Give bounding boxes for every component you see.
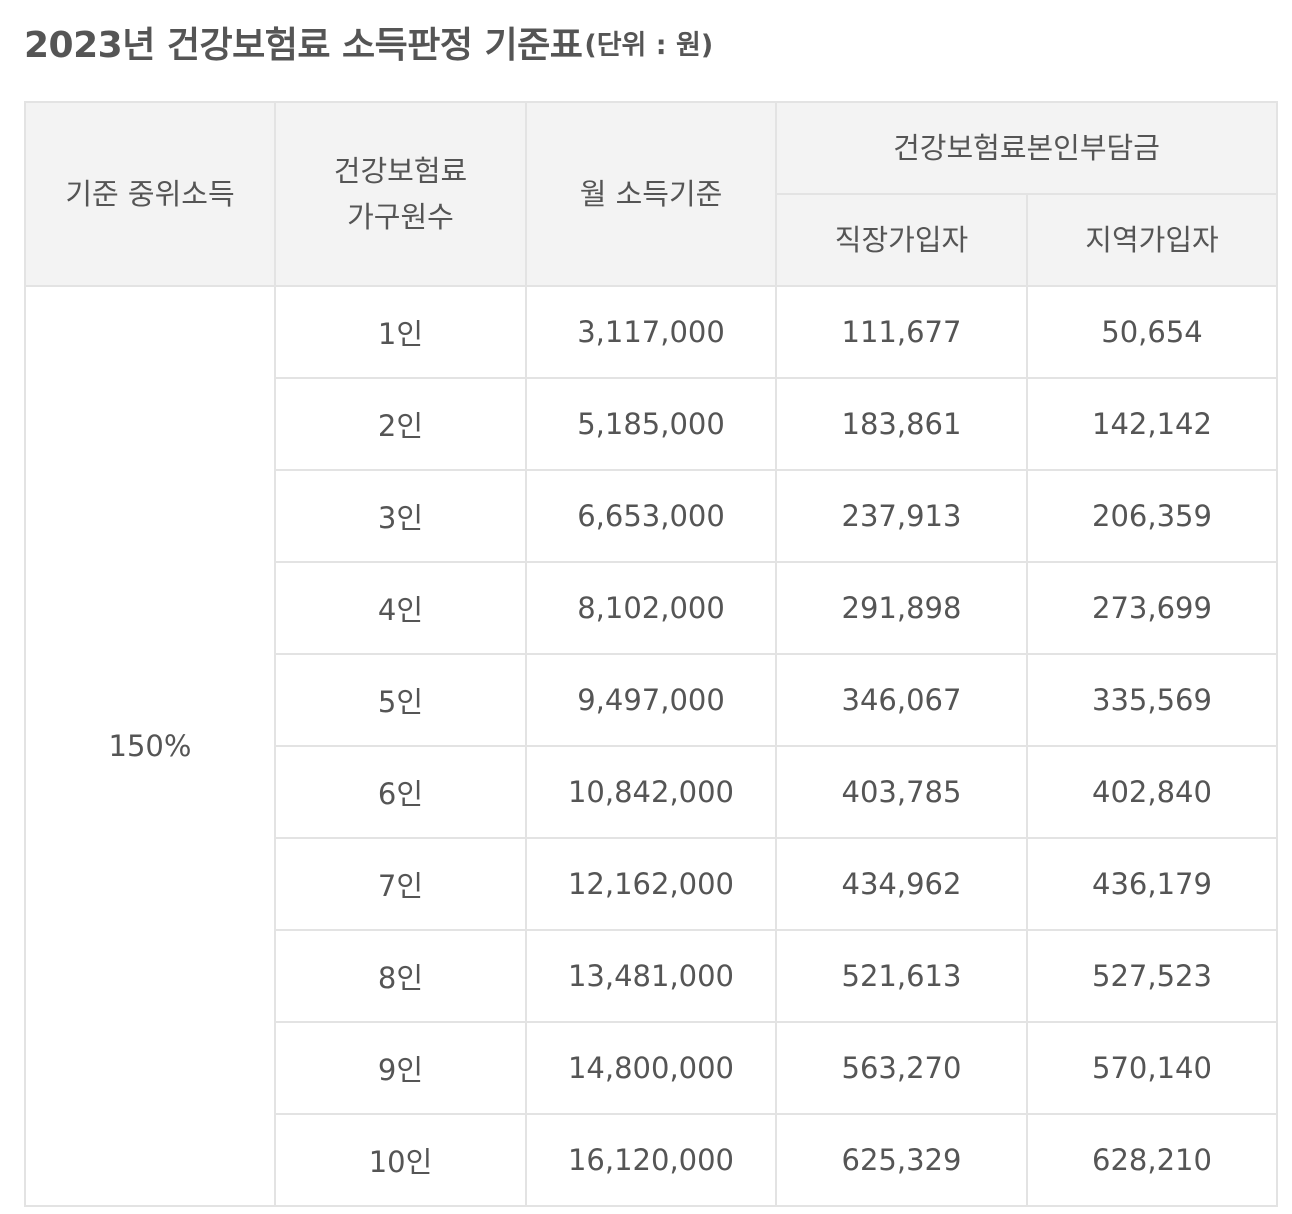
regional-premium-cell: 527,523 — [1026, 929, 1278, 1023]
monthly-income-cell: 5,185,000 — [525, 377, 777, 471]
table-row: 3인 6,653,000 237,913 206,359 — [25, 469, 1278, 563]
median-income-value: 150% — [24, 285, 276, 1207]
employee-premium-cell: 563,270 — [775, 1021, 1028, 1115]
employee-premium-cell: 403,785 — [775, 745, 1028, 839]
household-cell: 10인 — [274, 1113, 527, 1207]
monthly-income-cell: 6,653,000 — [525, 469, 777, 563]
table-row: 10인 16,120,000 625,329 628,210 — [25, 1113, 1278, 1207]
regional-premium-cell: 402,840 — [1026, 745, 1278, 839]
household-cell: 1인 — [274, 285, 527, 379]
monthly-income-cell: 16,120,000 — [525, 1113, 777, 1207]
table-row: 8인 13,481,000 521,613 527,523 — [25, 929, 1278, 1023]
monthly-income-cell: 8,102,000 — [525, 561, 777, 655]
regional-premium-cell: 335,569 — [1026, 653, 1278, 747]
employee-premium-cell: 183,861 — [775, 377, 1028, 471]
table-body: 150% 1인 3,117,000 111,677 50,654 2인 5,185,000 1… — [24, 285, 1278, 1207]
regional-premium-cell: 628,210 — [1026, 1113, 1278, 1207]
household-cell: 8인 — [274, 929, 527, 1023]
table-row: 6인 10,842,000 403,785 402,840 — [25, 745, 1278, 839]
regional-premium-cell: 570,140 — [1026, 1021, 1278, 1115]
regional-premium-cell: 273,699 — [1026, 561, 1278, 655]
regional-premium-cell: 206,359 — [1026, 469, 1278, 563]
employee-premium-cell: 434,962 — [775, 837, 1028, 931]
table-row: 9인 14,800,000 563,270 570,140 — [25, 1021, 1278, 1115]
employee-premium-cell: 625,329 — [775, 1113, 1028, 1207]
household-cell: 3인 — [274, 469, 527, 563]
household-cell: 7인 — [274, 837, 527, 931]
header-household-line1: 건강보험료 — [333, 154, 468, 188]
table-row: 4인 8,102,000 291,898 273,699 — [25, 561, 1278, 655]
household-cell: 2인 — [274, 377, 527, 471]
employee-premium-cell: 291,898 — [775, 561, 1028, 655]
employee-premium-cell: 111,677 — [775, 285, 1028, 379]
household-cell: 4인 — [274, 561, 527, 655]
header-household-size: 건강보험료 가구원수 — [274, 101, 527, 287]
header-household-line2: 가구원수 — [347, 200, 454, 234]
monthly-income-cell: 9,497,000 — [525, 653, 777, 747]
table-row: 2인 5,185,000 183,861 142,142 — [25, 377, 1278, 471]
household-cell: 9인 — [274, 1021, 527, 1115]
page-title: 2023년 건강보험료 소득판정 기준표(단위 : 원) — [24, 22, 713, 72]
monthly-income-cell: 12,162,000 — [525, 837, 777, 931]
title-main: 2023년 건강보험료 소득판정 기준표 — [24, 22, 583, 70]
regional-premium-cell: 50,654 — [1026, 285, 1278, 379]
header-median-income: 기준 중위소득 — [24, 101, 276, 287]
title-unit: (단위 : 원) — [584, 30, 714, 61]
employee-premium-cell: 237,913 — [775, 469, 1028, 563]
household-cell: 5인 — [274, 653, 527, 747]
employee-premium-cell: 521,613 — [775, 929, 1028, 1023]
monthly-income-cell: 13,481,000 — [525, 929, 777, 1023]
header-employee: 직장가입자 — [775, 193, 1028, 287]
header-regional: 지역가입자 — [1026, 193, 1278, 287]
monthly-income-cell: 10,842,000 — [525, 745, 777, 839]
table-row: 7인 12,162,000 434,962 436,179 — [25, 837, 1278, 931]
regional-premium-cell: 142,142 — [1026, 377, 1278, 471]
regional-premium-cell: 436,179 — [1026, 837, 1278, 931]
household-cell: 6인 — [274, 745, 527, 839]
income-criteria-table: 기준 중위소득 건강보험료 가구원수 월 소득기준 건강보험료본인부담금 직장가… — [24, 101, 1278, 1207]
monthly-income-cell: 14,800,000 — [525, 1021, 777, 1115]
table-row: 5인 9,497,000 346,067 335,569 — [25, 653, 1278, 747]
employee-premium-cell: 346,067 — [775, 653, 1028, 747]
table-row: 150% 1인 3,117,000 111,677 50,654 — [24, 285, 1278, 1207]
monthly-income-cell: 3,117,000 — [525, 285, 777, 379]
header-monthly-income: 월 소득기준 — [525, 101, 777, 287]
header-premium-group: 건강보험료본인부담금 — [775, 101, 1278, 195]
